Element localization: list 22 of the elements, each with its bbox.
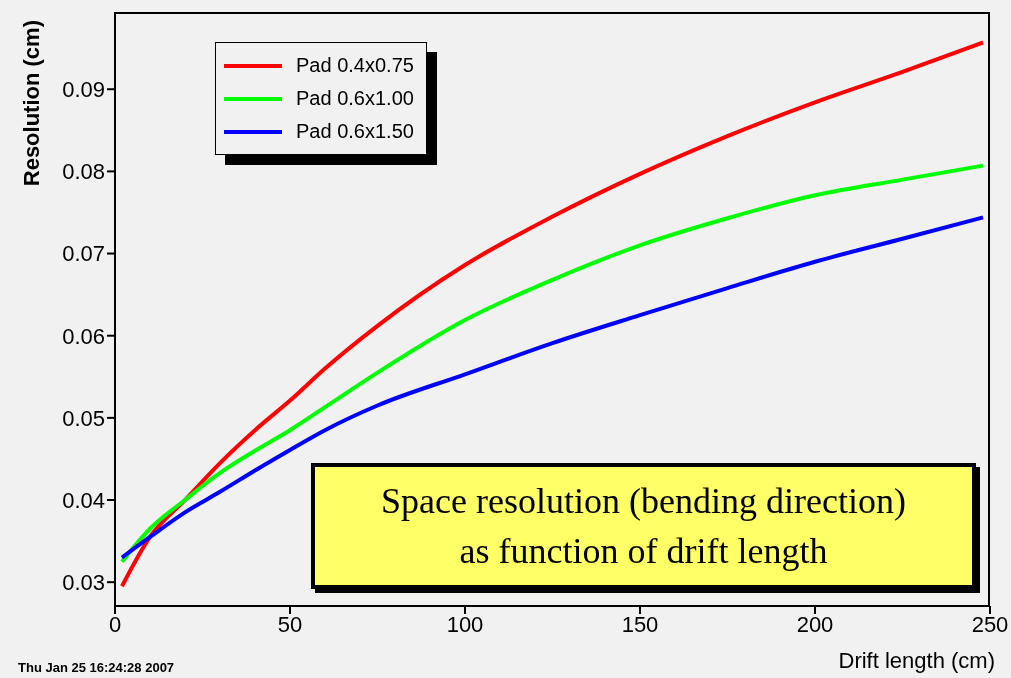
x-tick-label: 50 xyxy=(277,611,303,637)
line-series xyxy=(120,40,985,589)
y-tick-label: 0.03 xyxy=(62,569,105,595)
legend-label: Pad 0.6x1.50 xyxy=(296,120,414,143)
legend-label: Pad 0.4x0.75 xyxy=(296,54,414,77)
x-tick-label: 100 xyxy=(446,611,484,637)
y-tick-label: 0.08 xyxy=(62,159,105,185)
annotation: as function of drift length xyxy=(458,530,829,573)
y-tick-label: 0.09 xyxy=(62,77,105,103)
y-tick-label: 0.06 xyxy=(62,323,105,349)
text: Thu Jan 25 16:24:28 2007 xyxy=(18,660,175,675)
y-tick-label: 0.04 xyxy=(62,487,105,513)
annotation: Space resolution (bending direction) xyxy=(380,480,907,523)
y-tick-label: 0.05 xyxy=(62,405,105,431)
y-tick-label: 0.07 xyxy=(62,241,105,267)
legend-label: Pad 0.6x1.00 xyxy=(296,87,414,110)
x-tick-label: 200 xyxy=(796,611,834,637)
x-tick-label: 150 xyxy=(621,611,659,637)
x-tick-label: 0 xyxy=(108,611,122,637)
x-axis-title: Drift length (cm) xyxy=(838,648,995,674)
x-tick-label: 250 xyxy=(971,611,1009,637)
y-axis-title: Resolution (cm) xyxy=(19,20,45,187)
